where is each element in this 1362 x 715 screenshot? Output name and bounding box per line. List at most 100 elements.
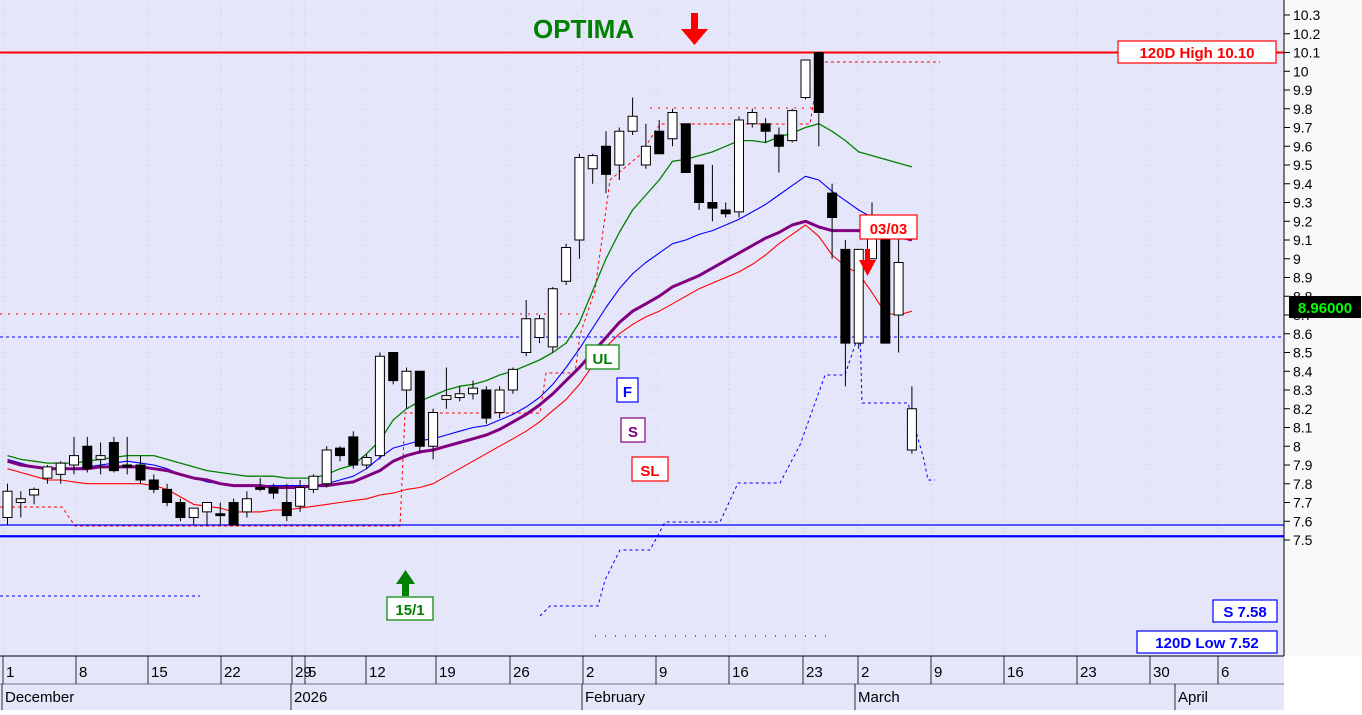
candle (321, 446, 332, 488)
candle-body (507, 368, 518, 391)
y-tick-label: 9.7 (1293, 120, 1313, 136)
candle (707, 165, 718, 222)
candle-body (321, 449, 332, 485)
x-tick-label: 16 (732, 664, 749, 681)
y-tick-label: 10.3 (1293, 7, 1320, 23)
candle (521, 300, 532, 357)
label-120d-low: 120D Low 7.52 (1136, 630, 1278, 654)
candle (667, 108, 678, 147)
y-tick-label: 9.1 (1293, 232, 1313, 248)
y-tick-label: 8.3 (1293, 382, 1313, 398)
candle-body (202, 502, 212, 513)
label-f-text: F (623, 384, 632, 401)
candle-body (827, 192, 838, 218)
y-tick-label: 9.6 (1293, 138, 1313, 154)
candle (454, 386, 465, 402)
label-s-box (620, 417, 646, 443)
candle-body (906, 408, 917, 451)
candle-body (640, 145, 651, 166)
label-ul: UL (585, 344, 620, 370)
candle (414, 370, 425, 454)
label-date-0303-text: 03/03 (870, 221, 908, 238)
candle-body (481, 389, 492, 419)
label-sl-text: SL (640, 463, 659, 480)
candle-body (2, 490, 13, 518)
candle (281, 483, 292, 522)
candle-body (734, 119, 744, 213)
candle (348, 431, 359, 469)
candle-body (215, 513, 226, 517)
candle (640, 123, 651, 169)
y-tick-label: 8.5 (1293, 345, 1313, 361)
label-f: F (616, 377, 639, 403)
x-tick-label: 9 (659, 664, 667, 681)
candle (228, 498, 239, 526)
candle-body (707, 202, 718, 209)
series-line-S (7, 219, 913, 489)
candle-body (401, 370, 412, 391)
label-date-0303-box (859, 214, 918, 240)
candle-body (55, 462, 66, 475)
x-tick-label: 2 (861, 664, 869, 681)
last-price-badge: 8.96000 (1289, 296, 1361, 318)
candle (175, 498, 186, 522)
candle (335, 446, 345, 462)
candle (906, 386, 917, 454)
candle-body (853, 248, 864, 344)
candle (627, 97, 638, 135)
candle (95, 442, 106, 475)
y-tick-label: 8.9 (1293, 270, 1313, 286)
candle (441, 367, 452, 409)
candle (773, 127, 784, 173)
candle-body (308, 475, 319, 490)
candle (255, 478, 266, 492)
y-tick-label: 9.9 (1293, 82, 1313, 98)
candle-body (534, 318, 545, 338)
candle (374, 352, 385, 460)
x-tick-label: 19 (439, 664, 456, 681)
candle (893, 230, 904, 353)
candle (468, 380, 478, 400)
x-tick-label: 9 (934, 664, 942, 681)
label-date-151-box (386, 596, 434, 621)
x-tick-label: 6 (1221, 664, 1229, 681)
candle (162, 483, 173, 507)
candle-body (15, 498, 26, 503)
last-price-text: 8.96000 (1298, 300, 1352, 317)
candle (601, 131, 611, 194)
candle (680, 123, 691, 173)
y-tick-label: 8 (1293, 438, 1301, 454)
candle (428, 408, 439, 460)
candle-body (747, 112, 758, 125)
y-tick-label: 9.4 (1293, 176, 1313, 192)
x-tick-label: 5 (308, 664, 316, 681)
y-tick-label: 10 (1293, 63, 1309, 79)
candle (2, 483, 13, 525)
y-tick-label: 10.1 (1293, 45, 1320, 61)
candle (15, 491, 26, 518)
x-tick-label: 12 (369, 664, 386, 681)
y-tick-label: 8.4 (1293, 363, 1313, 379)
candle-body (893, 262, 904, 316)
candle-body (29, 488, 40, 496)
label-f-box (616, 377, 639, 403)
candle (747, 108, 758, 128)
arrow-down-icon (859, 249, 876, 276)
candle-body (228, 502, 239, 526)
candle-body (587, 155, 598, 170)
candle (308, 474, 319, 494)
month-label: April (1178, 689, 1208, 706)
series-line-UL (7, 123, 913, 479)
label-support-box (1212, 599, 1278, 623)
candle-body (441, 395, 452, 400)
y-tick-label: 7.7 (1293, 495, 1313, 511)
x-tick-label: 15 (151, 664, 168, 681)
candle (82, 436, 93, 473)
candle-body (601, 145, 611, 175)
candle-body (175, 502, 186, 518)
candle-body (468, 387, 478, 395)
x-tick-label: 8 (79, 664, 87, 681)
candle (507, 367, 518, 394)
candle (401, 367, 412, 409)
